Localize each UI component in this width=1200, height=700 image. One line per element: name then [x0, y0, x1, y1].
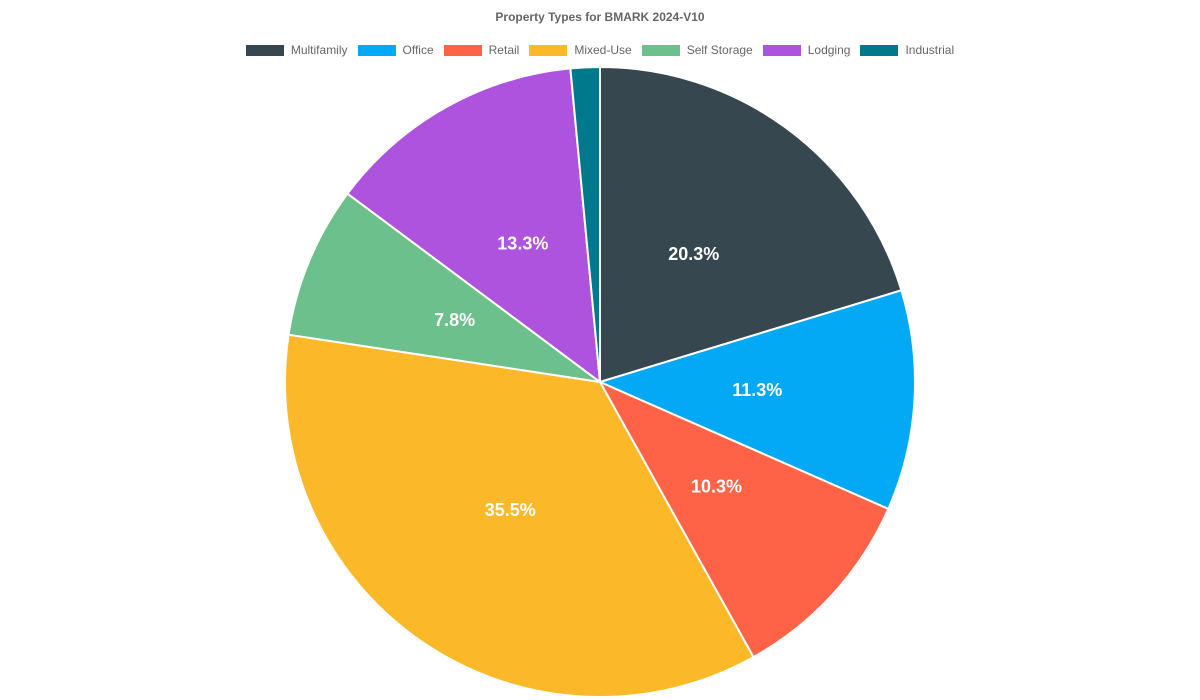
pie-slice-mixed-use[interactable] [284, 333, 755, 698]
legend-swatch [860, 44, 899, 56]
slice-label-retail: 10.3% [691, 477, 742, 497]
slice-label-multifamily: 20.3% [668, 244, 719, 264]
legend-swatch [529, 44, 568, 56]
pie-slice-industrial[interactable] [569, 65, 601, 383]
pie-slice-self-storage[interactable] [287, 192, 601, 383]
pie-slice-lodging[interactable] [346, 67, 602, 385]
pie-slice-multifamily[interactable] [599, 65, 903, 384]
legend-label: Mixed-Use [574, 43, 632, 57]
legend-label: Multifamily [290, 43, 348, 57]
legend-item-multifamily[interactable]: Multifamily [245, 43, 348, 57]
legend-label: Retail [488, 43, 520, 57]
legend-swatch [245, 44, 284, 56]
legend-swatch [443, 44, 482, 56]
slice-label-lodging: 13.3% [497, 233, 548, 253]
legend-item-mixed-use[interactable]: Mixed-Use [529, 43, 632, 57]
legend-item-industrial[interactable]: Industrial [860, 43, 954, 57]
slice-label-self-storage: 7.8% [434, 310, 475, 330]
pie-slice-office[interactable] [597, 289, 916, 511]
legend-item-self-storage[interactable]: Self Storage [641, 43, 753, 57]
chart-title: Property Types for BMARK 2024-V10 [495, 10, 705, 24]
legend-label: Industrial [905, 43, 955, 57]
pie-slice-retail[interactable] [597, 379, 890, 659]
pie-labels: 20.3% 11.3% 10.3% 35.5% 7.8% 13.3% [434, 233, 782, 520]
legend-label: Lodging [807, 43, 851, 57]
legend-swatch [641, 44, 680, 56]
legend-item-lodging[interactable]: Lodging [762, 43, 851, 57]
legend-label: Office [402, 43, 434, 57]
legend-swatch [762, 44, 801, 56]
slice-label-office: 11.3% [732, 380, 782, 400]
legend-label: Self Storage [686, 43, 753, 57]
legend: Multifamily Office Retail Mixed-Use Self Sto… [0, 43, 1200, 57]
legend-item-office[interactable]: Office [357, 43, 434, 57]
legend-item-retail[interactable]: Retail [443, 43, 520, 57]
pie-slices [284, 65, 916, 698]
slice-label-mixed-use: 35.5% [485, 500, 536, 520]
legend-swatch [357, 44, 396, 56]
